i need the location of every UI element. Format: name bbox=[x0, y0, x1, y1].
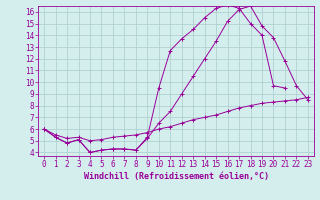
X-axis label: Windchill (Refroidissement éolien,°C): Windchill (Refroidissement éolien,°C) bbox=[84, 172, 268, 181]
